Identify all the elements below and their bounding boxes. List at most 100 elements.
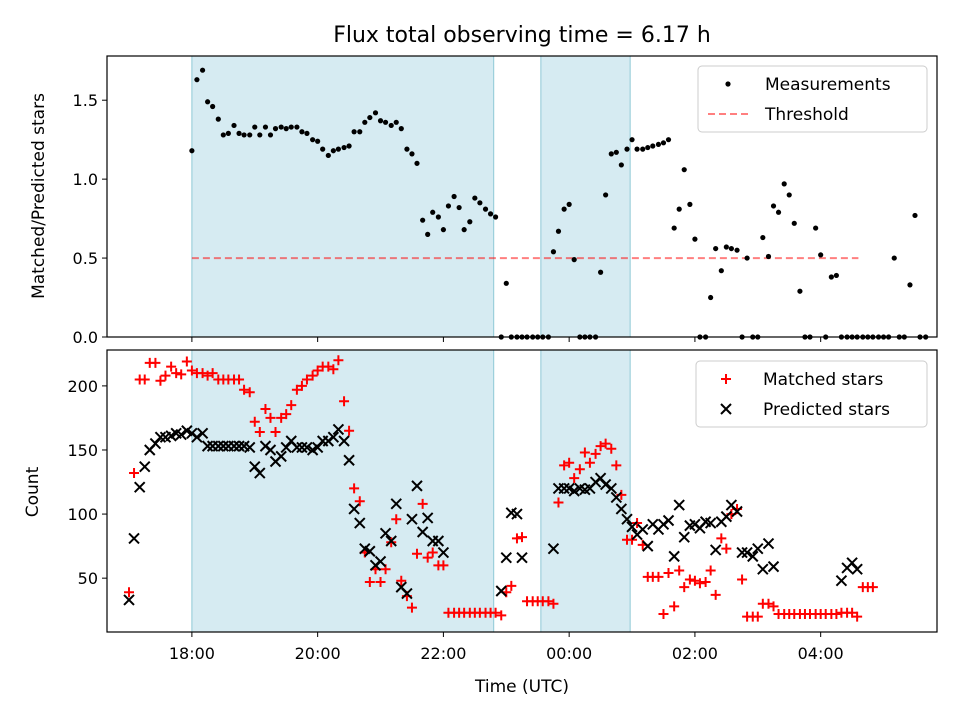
measurement-point [645,144,651,151]
matched-star-point [689,575,700,586]
bottom-shaded-interval [191,349,495,633]
measurement-point [420,217,426,223]
matched-star-point [354,496,365,507]
legend-predicted-marker [720,403,732,415]
measurement-point [713,245,719,252]
measurement-point [220,132,226,138]
measurement-point [382,119,389,125]
matched-star-point [763,598,774,609]
predicted-star-point [500,551,512,564]
predicted-star-point [432,535,445,547]
matched-star-point [139,374,150,385]
matched-star-point [627,534,638,545]
matched-star-point [339,396,350,407]
measurement-point [775,209,782,215]
measurement-point [487,211,494,217]
measurement-point [624,146,630,152]
predicted-star-point [709,544,722,556]
matched-star-point [710,589,721,600]
predicted-star-point [568,485,580,497]
predicted-star-point [720,510,733,523]
top-shaded-interval [540,55,631,338]
legend-predicted-label: Predicted stars [763,400,890,420]
matched-star-point [737,574,748,585]
matched-star-point [511,533,522,544]
matched-star-point [679,582,690,593]
matched-star-point [847,607,858,618]
matched-star-point [375,577,386,588]
predicted-star-point [610,491,623,504]
predicted-star-point [154,431,167,443]
measurement-point [404,146,410,152]
matched-star-point [249,416,260,427]
measurement-point [262,124,269,130]
matched-star-point [716,533,727,544]
x-tick-label: 04:00 [798,644,844,663]
predicted-star-point [642,540,654,552]
measurement-point [912,212,918,219]
measurement-point [781,181,787,187]
x-tick-label: 22:00 [420,644,466,663]
top-axes-frame [106,55,938,338]
matched-star-point [234,374,245,385]
predicted-star-point [264,444,277,456]
top-panel: 0.0 0.5 1.0 1.5 Measurements Threshold [73,55,938,347]
measurement-point [660,140,667,146]
matched-star-point [564,457,575,468]
measurement-point [425,231,431,237]
predicted-star-point [668,550,680,563]
measurement-point [734,247,740,253]
measurement-point [718,268,724,274]
predicted-star-point [411,480,423,492]
matched-star-point [129,468,140,479]
matched-star-point [124,587,135,598]
measurement-point [215,116,221,122]
measurement-point [828,274,834,280]
legend-threshold-label: Threshold [764,105,849,125]
matched-star-point [569,473,580,484]
measurement-point [608,151,614,157]
chart-title: Flux total observing time = 6.17 h [333,23,711,48]
measurement-point [257,132,263,138]
measurement-point [477,200,483,206]
matched-star-point [171,368,182,379]
matched-star-point [197,368,208,379]
legend-matched-label: Matched stars [763,370,883,390]
measurement-point [650,143,656,149]
measurement-point [440,227,447,233]
measurement-point [330,148,336,154]
measurement-point [325,152,331,159]
predicted-star-point [767,560,780,573]
measurement-point [550,249,557,255]
matched-star-point [553,497,564,508]
predicted-star-point [558,482,570,495]
measurement-point [681,167,687,173]
measurement-point [818,252,824,258]
matched-star-point [543,596,554,607]
predicted-star-point [401,587,413,600]
measurement-point [492,214,499,220]
predicted-star-point [217,440,230,452]
measurement-point [692,236,698,242]
predicted-star-point [757,563,769,575]
measurement-point [671,225,677,231]
matched-star-point [705,565,716,576]
matched-star-point [611,460,622,471]
measurement-point [357,129,363,135]
matched-star-point [155,375,166,386]
matched-star-point [422,552,433,563]
matched-star-point [496,610,507,621]
predicted-star-point [421,512,434,524]
matched-star-point [328,364,339,375]
measurement-point [907,282,913,288]
measurement-point [288,124,294,130]
matched-star-point [579,447,590,458]
predicted-star-point [605,482,617,495]
measurement-point [335,146,341,152]
measurement-point [655,141,662,148]
matched-star-point [333,355,344,366]
x-tick-label: 00:00 [546,644,592,663]
matched-star-point [852,611,863,622]
measurement-point [461,227,467,233]
matched-star-point [548,598,559,609]
